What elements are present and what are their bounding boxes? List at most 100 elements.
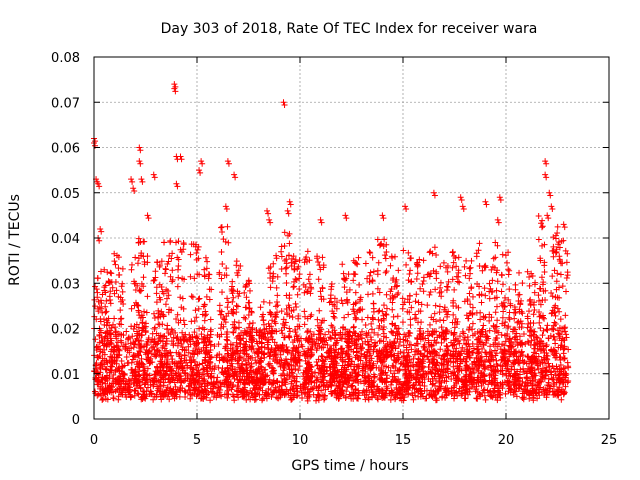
data-point [477,370,484,377]
data-point [518,383,525,390]
data-point [248,390,255,397]
data-point [168,390,175,397]
data-point [321,392,328,399]
data-point [293,385,300,392]
data-point [363,387,370,394]
data-point [135,302,142,309]
data-point [102,365,109,372]
data-point [211,366,218,373]
data-point [208,388,215,395]
data-point [132,254,139,261]
data-point [471,369,478,376]
data-point [490,378,497,385]
data-point [151,324,158,331]
data-point [337,389,344,396]
data-point [112,367,119,374]
x-tick-label: 0 [90,433,98,448]
data-point [491,389,498,396]
data-point [355,395,362,402]
data-point [476,350,483,357]
data-point [215,341,222,348]
data-point [496,385,503,392]
data-point [116,320,123,327]
data-point [139,388,146,395]
data-point [224,394,231,401]
data-point [166,396,173,403]
data-point [536,386,543,393]
y-tick-label: 0.02 [51,323,80,338]
data-point [186,386,193,393]
data-point [103,375,110,382]
data-point [352,337,359,344]
data-point [477,393,484,400]
data-point [400,336,407,343]
data-point [91,388,98,395]
data-point [535,353,542,360]
data-point [494,388,501,395]
data-point [508,344,515,351]
data-point [94,275,101,282]
data-point [156,364,163,371]
data-point [99,338,106,345]
data-point [510,391,517,398]
data-point [140,283,147,290]
data-point [412,392,419,399]
data-point [536,392,543,399]
data-point [263,325,270,332]
data-point [108,270,115,277]
data-point [259,397,266,404]
data-point [316,383,323,390]
data-point [118,387,125,394]
data-point [151,325,158,332]
data-point [283,386,290,393]
y-tick-label: 0 [72,413,80,428]
data-point [325,384,332,391]
data-point [247,396,254,403]
data-point [94,353,101,360]
data-point [275,389,282,396]
data-point [328,382,335,389]
data-point [92,303,99,310]
data-point [535,366,542,372]
data-point [128,377,135,384]
data-point [378,393,385,400]
data-point [449,352,456,359]
data-point [112,279,119,286]
data-point [129,356,136,363]
data-point [120,375,127,382]
data-point [276,356,283,363]
data-point [327,388,334,395]
data-point [315,356,322,363]
data-point [429,381,436,388]
data-point [135,255,142,262]
data-point [488,392,495,399]
data-point [200,389,207,396]
data-point [192,386,199,393]
data-point [480,387,487,394]
data-point [487,362,494,369]
data-point [107,348,114,355]
data-point [383,387,390,394]
data-point [386,390,393,397]
data-point [485,389,492,396]
data-point [98,376,105,383]
data-point [142,379,149,386]
data-point [108,324,115,331]
data-point [110,394,117,401]
data-point [140,375,147,382]
data-point [115,265,122,272]
data-point [127,340,134,347]
data-point [451,368,458,375]
data-point [530,397,537,404]
data-point [358,335,365,342]
data-point [101,321,108,328]
data-point [526,392,533,399]
data-point [195,384,202,391]
y-axis-label: ROTI / TECUs [7,194,23,286]
data-point [96,339,103,346]
data-point [453,389,460,396]
data-point [513,393,520,400]
x-tick-label: 20 [498,433,515,448]
data-point [141,363,148,370]
data-point [111,346,118,353]
